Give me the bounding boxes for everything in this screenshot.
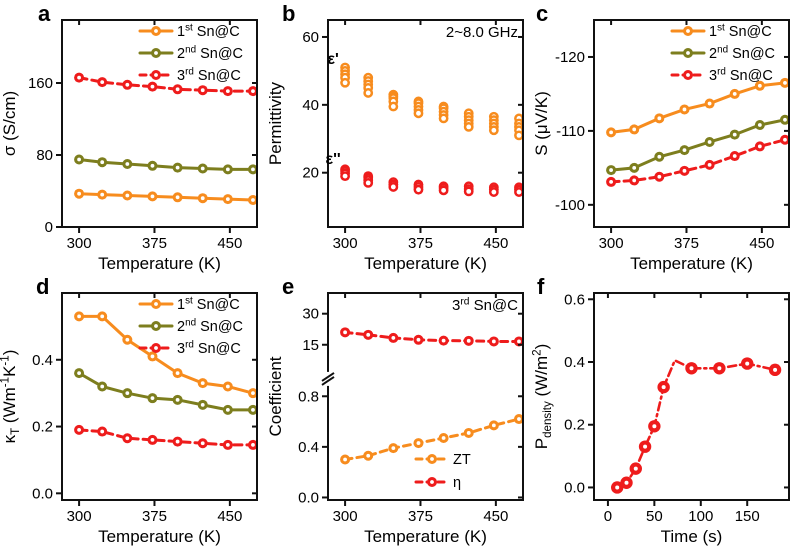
svg-text:0.0: 0.0 [32, 485, 53, 502]
panel-letter-b: b [282, 1, 296, 26]
svg-text:80: 80 [36, 147, 53, 164]
svg-text:450: 450 [483, 508, 508, 525]
svg-text:0.4: 0.4 [298, 439, 319, 456]
svg-text:0: 0 [604, 508, 612, 525]
svg-text:300: 300 [599, 235, 624, 252]
svg-text:Temperature (K): Temperature (K) [364, 254, 487, 273]
svg-text:375: 375 [408, 508, 433, 525]
svg-text:160: 160 [28, 75, 53, 92]
svg-text:ZT: ZT [453, 452, 471, 468]
svg-text:20: 20 [302, 165, 319, 182]
panel-letter-a: a [38, 1, 51, 26]
panel-b: b 300 375 450 20 40 60 Temperature (K) Permitti… [266, 0, 532, 274]
svg-text:Temperature (K): Temperature (K) [630, 254, 753, 273]
svg-text:κT (Wm-1K-1): κT (Wm-1K-1) [0, 350, 22, 444]
chart-b-permittivity: 300 375 450 20 40 60 Temperature (K) Permittivi… [266, 19, 524, 273]
svg-text:Temperature (K): Temperature (K) [98, 527, 221, 546]
svg-text:Coefficient: Coefficient [266, 356, 285, 436]
svg-text:3rd Sn@C: 3rd Sn@C [452, 296, 518, 314]
svg-text:0.0: 0.0 [564, 479, 585, 496]
panel-c: c 300 375 450 -100 -110 -120 Temperature (K) S … [532, 0, 798, 274]
svg-text:60: 60 [302, 29, 319, 46]
svg-text:450: 450 [217, 508, 242, 525]
panel-letter-d: d [36, 274, 50, 299]
svg-text:2nd Sn@C: 2nd Sn@C [177, 44, 243, 62]
svg-text:Temperature (K): Temperature (K) [364, 527, 487, 546]
svg-text:2nd Sn@C: 2nd Sn@C [709, 44, 775, 62]
panel-d: d 300 375 450 0.0 0.2 0.4 Temperature (K) κT (W… [0, 273, 266, 547]
svg-text:1st Sn@C: 1st Sn@C [177, 22, 240, 40]
svg-text:-110: -110 [556, 123, 585, 140]
svg-text:3rd Sn@C: 3rd Sn@C [177, 339, 241, 357]
svg-text:300: 300 [67, 235, 92, 252]
svg-text:375: 375 [674, 235, 699, 252]
svg-text:Time (s): Time (s) [661, 527, 723, 546]
svg-text:Temperature (K): Temperature (K) [98, 254, 221, 273]
svg-text:40: 40 [302, 97, 319, 114]
panel-letter-c: c [536, 1, 549, 26]
svg-text:-120: -120 [555, 49, 585, 66]
svg-text:15: 15 [302, 337, 319, 354]
panel-f: f 0 50 100 150 0.0 0.2 0.4 0.6 Time (s) Pdensity … [532, 273, 798, 547]
svg-text:1st Sn@C: 1st Sn@C [709, 22, 772, 40]
svg-text:0.2: 0.2 [32, 419, 53, 436]
svg-text:-100: -100 [555, 197, 585, 214]
svg-text:0: 0 [45, 219, 53, 236]
svg-text:300: 300 [67, 508, 92, 525]
svg-text:450: 450 [483, 235, 508, 252]
panel-letter-e: e [282, 274, 295, 299]
svg-text:100: 100 [688, 508, 713, 525]
panel-letter-f: f [537, 274, 545, 299]
svg-text:0.4: 0.4 [564, 354, 585, 371]
chart-d-thermal-conductivity: 300 375 450 0.0 0.2 0.4 Temperature (K) κT (Wm-… [0, 292, 258, 546]
svg-text:Pdensity (W/m2): Pdensity (W/m2) [532, 344, 554, 450]
svg-text:2nd Sn@C: 2nd Sn@C [177, 317, 243, 335]
svg-text:375: 375 [142, 235, 167, 252]
chart-f-power-density: 0 50 100 150 0.0 0.2 0.4 0.6 Time (s) Pdensity (W… [532, 291, 790, 546]
svg-text:1st Sn@C: 1st Sn@C [177, 295, 240, 313]
svg-text:σ (S/cm): σ (S/cm) [0, 91, 19, 156]
svg-text:ε': ε' [327, 51, 338, 68]
svg-text:150: 150 [735, 508, 760, 525]
chart-a-electrical-conductivity: 300 375 450 0 80 160 Temperature (K) σ (S/cm) 1s… [0, 19, 258, 273]
svg-text:Permittivity: Permittivity [266, 81, 285, 165]
svg-text:0.0: 0.0 [298, 489, 319, 506]
panel-e: e 300 375 450 15 30 0.0 0.4 0.8 Temperature (K) C… [266, 273, 532, 547]
svg-text:375: 375 [408, 235, 433, 252]
svg-text:0.2: 0.2 [564, 417, 585, 434]
chart-c-seebeck-coefficient: 300 375 450 -100 -110 -120 Temperature (K) S (μ… [532, 19, 790, 273]
chart-e-zt-efficiency: 300 375 450 15 30 0.0 0.4 0.8 Temperature (K) Coe… [266, 292, 524, 546]
svg-text:300: 300 [333, 235, 358, 252]
svg-text:450: 450 [217, 235, 242, 252]
svg-text:375: 375 [142, 508, 167, 525]
svg-text:30: 30 [302, 306, 319, 323]
svg-text:450: 450 [749, 235, 774, 252]
svg-text:0.4: 0.4 [32, 352, 53, 369]
svg-text:2~8.0 GHz: 2~8.0 GHz [446, 24, 518, 41]
svg-text:3rd Sn@C: 3rd Sn@C [709, 66, 773, 84]
svg-text:ε'': ε'' [325, 151, 340, 168]
svg-text:50: 50 [646, 508, 663, 525]
svg-text:300: 300 [333, 508, 358, 525]
svg-text:3rd Sn@C: 3rd Sn@C [177, 66, 241, 84]
panel-a: a 300 375 450 0 80 160 Temperature (K) σ (S/cm)… [0, 0, 266, 274]
svg-text:S (μV/K): S (μV/K) [532, 91, 551, 156]
svg-text:0.8: 0.8 [298, 388, 319, 405]
svg-text:η: η [453, 475, 461, 491]
svg-text:0.6: 0.6 [564, 291, 585, 308]
